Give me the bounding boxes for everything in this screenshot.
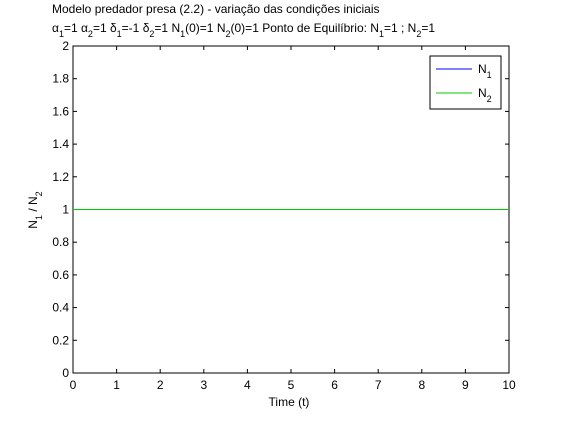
x-tick-label: 10 — [502, 378, 516, 392]
chart-title: Modelo predador presa (2.2) - variação d… — [52, 2, 380, 16]
y-tick-label: 1 — [62, 203, 69, 217]
x-tick-label: 1 — [113, 378, 120, 392]
x-axis-label: Time (t) — [269, 395, 310, 409]
x-tick-label: 4 — [244, 378, 251, 392]
x-tick-label: 6 — [331, 378, 338, 392]
legend-label: N1 — [478, 62, 492, 80]
y-axis-ticks: 0 0.2 0.4 0.6 0.8 1 1.2 1.4 1.6 1.8 2 — [52, 39, 509, 380]
x-tick-label: 3 — [200, 378, 207, 392]
x-tick-label: 8 — [418, 378, 425, 392]
y-tick-label: 0.8 — [52, 235, 69, 249]
y-tick-label: 1.8 — [52, 72, 69, 86]
y-tick-label: 0.2 — [52, 333, 69, 347]
y-tick-label: 0 — [62, 366, 69, 380]
legend-label: N2 — [478, 86, 492, 104]
x-axis-ticks: 0 1 2 3 4 5 6 7 8 9 10 — [70, 46, 516, 392]
x-tick-label: 5 — [288, 378, 295, 392]
x-tick-label: 9 — [462, 378, 469, 392]
y-tick-label: 0.6 — [52, 268, 69, 282]
x-tick-label: 2 — [157, 378, 164, 392]
x-tick-label: 0 — [70, 378, 77, 392]
y-tick-label: 1.4 — [52, 137, 69, 151]
y-tick-label: 1.6 — [52, 104, 69, 118]
y-axis-label: N1 / N2 — [26, 191, 44, 228]
y-tick-label: 2 — [62, 39, 69, 53]
chart-subtitle: α1=1 α2=1 δ1=-1 δ2=1 N1(0)=1 N2(0)=1 Pon… — [52, 21, 435, 39]
legend-box — [429, 55, 502, 110]
y-tick-label: 0.4 — [52, 301, 69, 315]
y-tick-label: 1.2 — [52, 170, 69, 184]
x-tick-label: 7 — [375, 378, 382, 392]
